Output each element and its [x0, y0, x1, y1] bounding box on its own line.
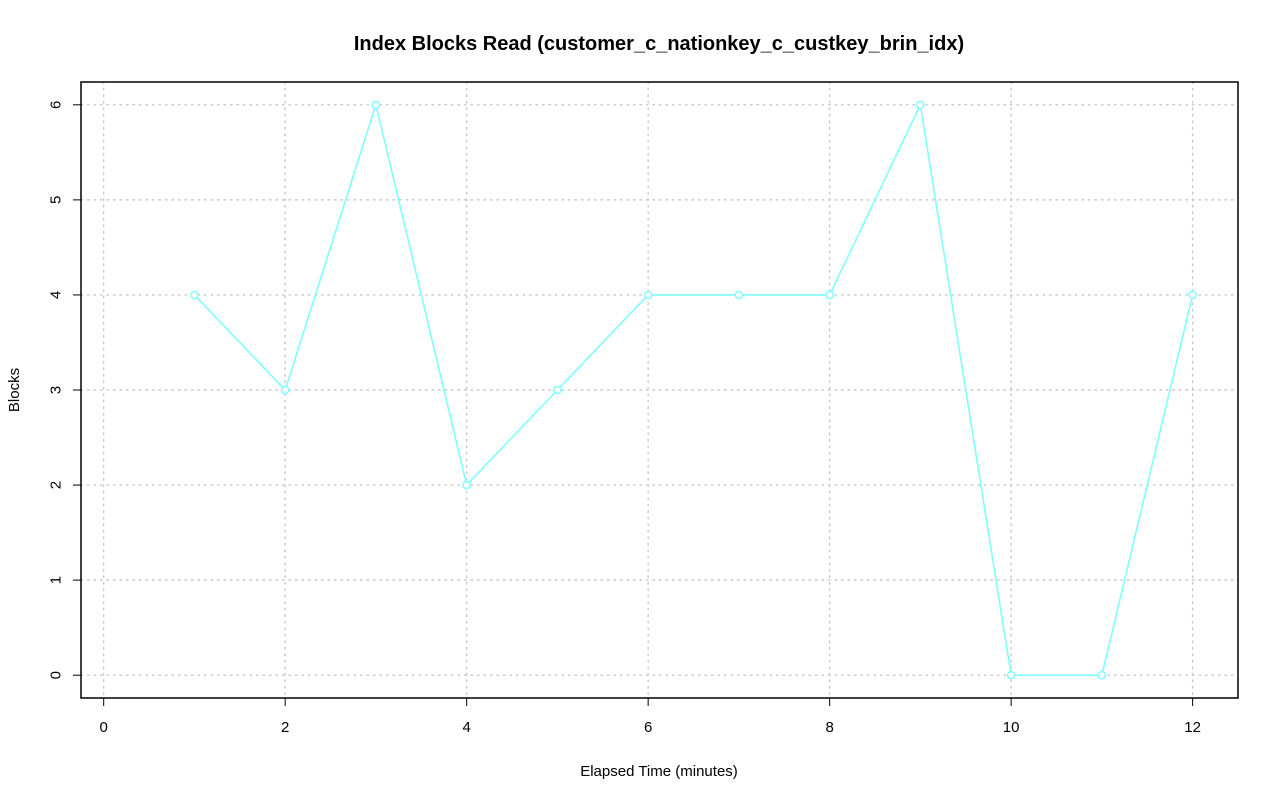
data-point [734, 290, 744, 300]
data-point [1006, 670, 1016, 680]
x-axis: 0 2 4 6 8 10 12 [100, 698, 1201, 736]
x-tick-label: 4 [462, 719, 470, 736]
y-tick-label: 6 [48, 101, 65, 109]
x-tick-label: 8 [825, 719, 833, 736]
y-tick-label: 0 [48, 671, 65, 679]
x-axis-label: Elapsed Time (minutes) [580, 763, 738, 780]
y-tick-label: 1 [48, 576, 65, 584]
data-point [825, 290, 834, 300]
y-axis: 0 1 2 3 4 5 6 [48, 101, 81, 679]
y-axis-label: Blocks [6, 368, 23, 412]
x-tick-label: 6 [644, 719, 652, 736]
series-layer [190, 100, 1197, 680]
data-point [553, 385, 562, 395]
y-tick-label: 3 [48, 386, 65, 394]
data-point [916, 100, 925, 110]
x-tick-label: 2 [281, 719, 289, 736]
data-point [1188, 290, 1197, 300]
x-tick-label: 0 [100, 719, 108, 736]
chart-title: Index Blocks Read (customer_c_nationkey_… [354, 33, 964, 55]
data-point [190, 290, 199, 300]
data-point [1097, 670, 1107, 680]
y-tick-label: 4 [48, 291, 65, 299]
y-tick-label: 5 [48, 196, 65, 204]
x-tick-label: 12 [1184, 719, 1201, 736]
data-point [462, 480, 472, 490]
data-point [371, 100, 381, 110]
data-point [643, 290, 653, 300]
data-point [280, 385, 290, 395]
series-line [193, 101, 1194, 676]
x-tick-label: 10 [1003, 719, 1020, 736]
y-tick-label: 2 [48, 481, 65, 489]
grid [80, 81, 1239, 699]
